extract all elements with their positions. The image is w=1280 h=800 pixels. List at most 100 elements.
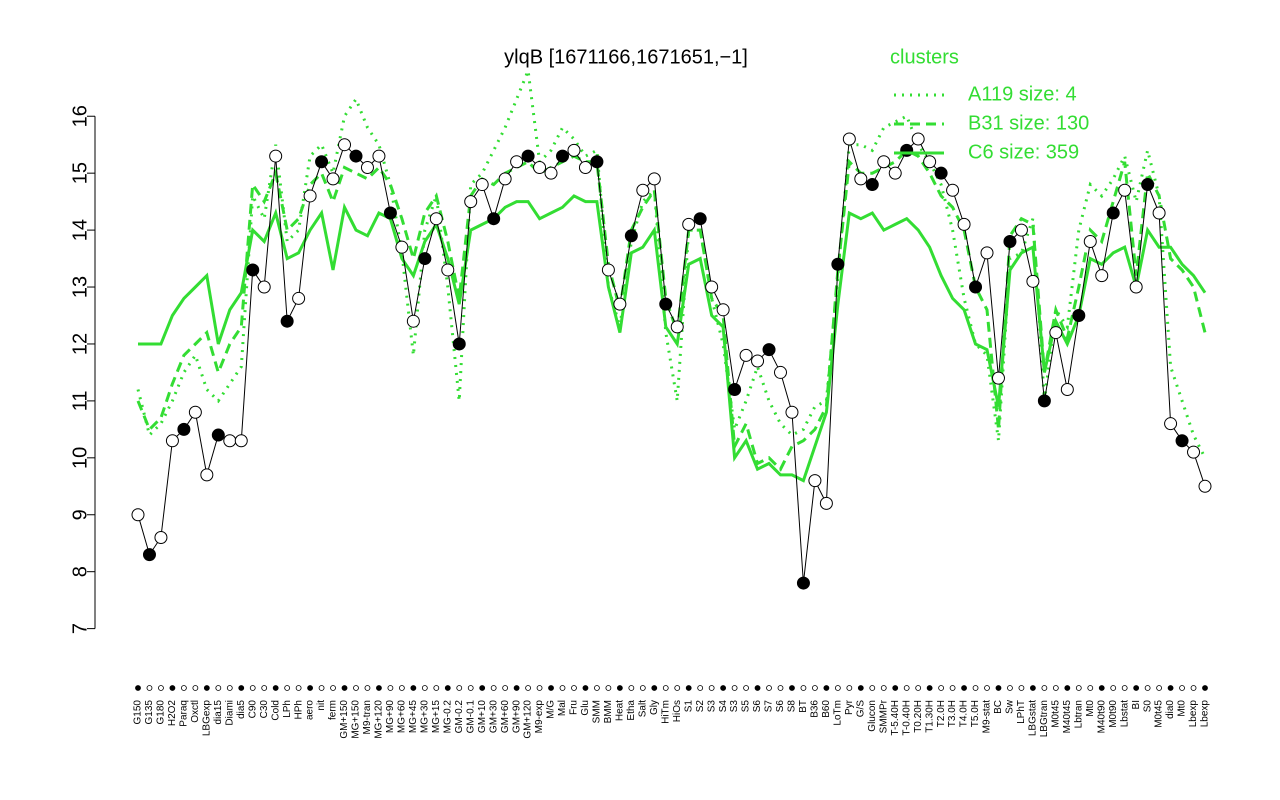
point	[315, 155, 329, 169]
point	[991, 371, 1005, 385]
x-tick-label: BMM	[603, 700, 614, 723]
condition-marker	[490, 685, 497, 691]
condition-marker	[766, 685, 772, 691]
condition-marker	[1052, 685, 1059, 691]
condition-marker	[1167, 685, 1174, 691]
x-tick-label: GM+10	[477, 700, 488, 734]
condition-marker	[272, 685, 279, 691]
x-tick-label: Cold	[270, 700, 281, 721]
x-tick-label: S2	[695, 700, 706, 713]
point	[819, 496, 833, 510]
point	[257, 280, 271, 294]
point	[349, 149, 363, 163]
x-tick-label: M9-stat	[982, 700, 993, 734]
x-tick-label: Pyr	[844, 699, 855, 715]
condition-marker	[238, 685, 245, 691]
point	[556, 149, 570, 163]
point	[865, 178, 879, 192]
x-tick-label: M0t45	[1050, 700, 1061, 728]
x-tick-label: Gly	[649, 700, 660, 715]
condition-marker	[685, 685, 692, 691]
x-tick-label: LoTm	[833, 700, 844, 726]
x-tick-label: T-0.40H	[901, 700, 912, 736]
x-tick-label: S7	[764, 700, 775, 713]
point	[533, 160, 547, 174]
condition-marker	[1075, 685, 1082, 691]
x-tick-label: HPh	[293, 700, 304, 719]
x-tick-label: GM+60	[500, 700, 511, 734]
point	[923, 155, 937, 169]
condition-marker	[708, 685, 715, 691]
point	[246, 263, 260, 277]
x-tick-label: Heat	[615, 700, 626, 721]
point	[1049, 326, 1063, 340]
point	[957, 217, 971, 231]
condition-marker	[674, 685, 681, 691]
condition-marker	[720, 685, 727, 691]
x-tick-label: S6	[775, 700, 786, 713]
condition-marker	[1018, 685, 1025, 691]
x-tick-label: LBGexp	[201, 700, 212, 737]
x-tick-label: C30	[259, 700, 270, 719]
condition-marker	[203, 685, 210, 691]
point	[911, 132, 925, 146]
condition-marker	[880, 685, 887, 691]
condition-marker	[1110, 685, 1117, 691]
point	[452, 337, 466, 351]
point	[728, 383, 742, 397]
point	[796, 576, 810, 590]
point	[693, 212, 707, 226]
point	[716, 303, 730, 317]
x-tick-label: dia0	[1165, 700, 1176, 719]
x-tick-label: C90	[247, 700, 258, 719]
condition-marker	[433, 685, 440, 691]
condition-marker	[1190, 685, 1197, 691]
point	[406, 314, 420, 328]
x-tick-label: S4	[718, 700, 729, 713]
condition-marker	[353, 685, 359, 691]
condition-marker	[639, 685, 646, 691]
condition-marker	[548, 685, 554, 691]
y-tick-label: 9	[69, 509, 91, 520]
x-tick-label: MG-0.2	[442, 700, 453, 734]
point	[165, 434, 179, 448]
condition-marker	[972, 685, 979, 691]
x-tick-label: BC	[993, 700, 1004, 714]
legend-label: B31 size: 130	[968, 112, 1089, 134]
condition-marker	[410, 685, 417, 691]
x-tick-label: Lbstat	[1119, 700, 1130, 727]
point	[1118, 183, 1132, 197]
point	[1014, 223, 1028, 237]
point	[154, 531, 168, 545]
point	[1175, 434, 1189, 448]
point	[1083, 234, 1097, 248]
x-tick-label: M0t90	[1108, 700, 1119, 728]
point	[705, 280, 719, 294]
condition-marker	[1202, 685, 1208, 691]
legend-label: C6 size: 359	[968, 141, 1079, 163]
y-tick-label: 11	[69, 391, 91, 412]
x-tick-label: S8	[787, 700, 798, 713]
condition-marker	[341, 685, 348, 691]
point	[383, 206, 397, 220]
condition-marker	[777, 685, 784, 691]
point	[429, 212, 443, 226]
point	[636, 183, 650, 197]
condition-marker	[226, 685, 233, 691]
point	[475, 178, 489, 192]
condition-marker	[1098, 685, 1105, 691]
x-tick-label: LBGtran	[1039, 700, 1050, 737]
x-tick-label: SMMPr	[878, 699, 889, 733]
condition-marker	[169, 685, 176, 691]
x-tick-label: HiOs	[672, 700, 683, 722]
x-tick-label: LPh	[282, 700, 293, 718]
point	[280, 314, 294, 328]
condition-marker	[387, 685, 394, 691]
point	[521, 149, 535, 163]
condition-marker	[984, 685, 990, 691]
point	[808, 474, 822, 488]
condition-marker	[605, 685, 612, 691]
condition-marker	[1179, 685, 1185, 691]
x-tick-label: GM-0.1	[465, 700, 476, 734]
x-tick-label: aero	[305, 700, 316, 720]
